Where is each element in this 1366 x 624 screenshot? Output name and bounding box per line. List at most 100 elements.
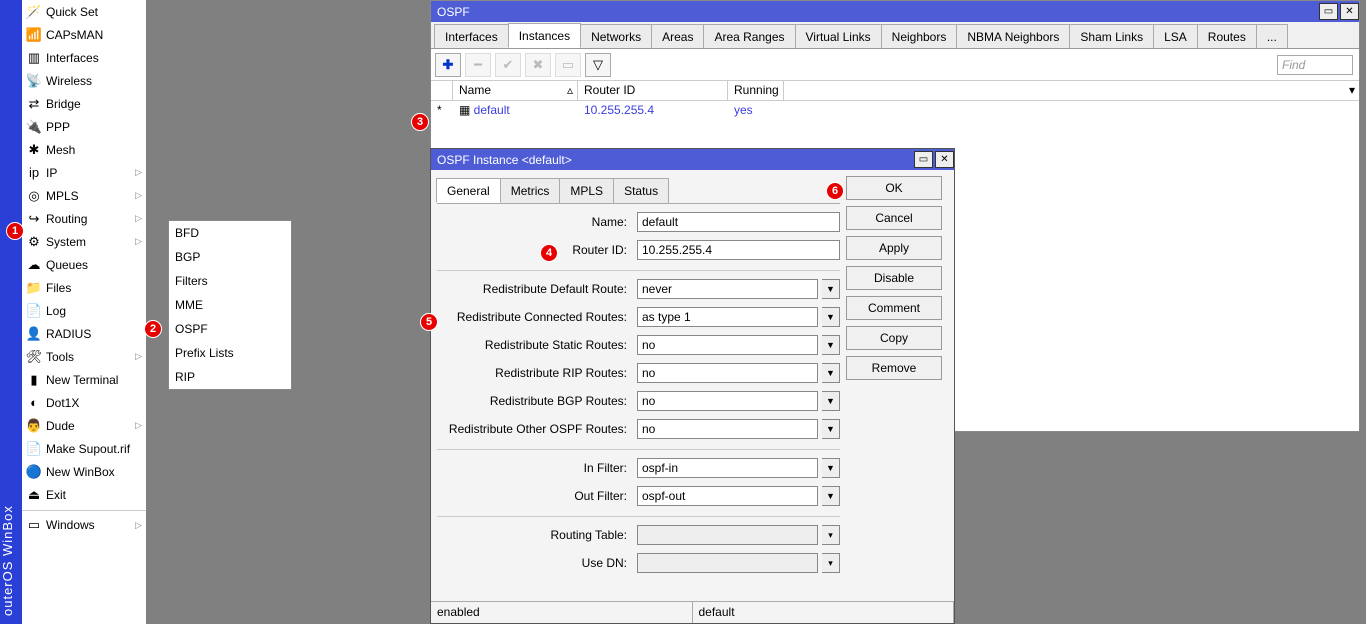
- redist-rip-select[interactable]: no: [637, 363, 818, 383]
- tab-virtual-links[interactable]: Virtual Links: [795, 24, 882, 48]
- sidebar-item-quick-set[interactable]: 🪄Quick Set: [22, 0, 146, 23]
- disable-button[interactable]: Disable: [846, 266, 942, 290]
- dropdown-icon[interactable]: ▼: [822, 307, 840, 327]
- infilter-select[interactable]: ospf-in: [637, 458, 818, 478]
- tab-sham-links[interactable]: Sham Links: [1069, 24, 1154, 48]
- sidebar-item-label: Make Supout.rif: [46, 442, 130, 456]
- routingtable-select[interactable]: [637, 525, 818, 545]
- dropdown-icon[interactable]: ▼: [822, 419, 840, 439]
- dropdown-icon[interactable]: ▼: [822, 279, 840, 299]
- remove-button[interactable]: Remove: [846, 356, 942, 380]
- submenu-item-bgp[interactable]: BGP: [169, 245, 291, 269]
- comment-button[interactable]: Comment: [846, 296, 942, 320]
- tab-nbma-neighbors[interactable]: NBMA Neighbors: [956, 24, 1070, 48]
- redist-connected-select[interactable]: as type 1: [637, 307, 818, 327]
- redist-default-select[interactable]: never: [637, 279, 818, 299]
- infilter-label: In Filter:: [437, 461, 633, 475]
- dropdown-icon[interactable]: ▼: [822, 363, 840, 383]
- dropdown-icon[interactable]: ▾: [822, 525, 840, 545]
- sidebar-item-mesh[interactable]: ✱Mesh: [22, 138, 146, 161]
- col-running[interactable]: Running: [728, 81, 784, 100]
- comment-button[interactable]: ▭: [555, 53, 581, 77]
- sidebar-item-label: Exit: [46, 488, 66, 502]
- dropdown-icon[interactable]: ▼: [822, 335, 840, 355]
- sidebar-item-radius[interactable]: 👤RADIUS: [22, 322, 146, 345]
- apply-button[interactable]: Apply: [846, 236, 942, 260]
- sidebar-item-files[interactable]: 📁Files: [22, 276, 146, 299]
- sidebar-item-new-winbox[interactable]: 🔵New WinBox: [22, 460, 146, 483]
- tab--[interactable]: ...: [1256, 24, 1288, 48]
- close-button[interactable]: ✕: [1340, 3, 1359, 20]
- annotation-badge: 2: [144, 320, 162, 338]
- sidebar-item-ppp[interactable]: 🔌PPP: [22, 115, 146, 138]
- dropdown-icon[interactable]: ▼: [822, 486, 840, 506]
- minimize-button[interactable]: ▭: [1319, 3, 1338, 20]
- routerid-input[interactable]: 10.255.255.4: [637, 240, 840, 260]
- tab-lsa[interactable]: LSA: [1153, 24, 1198, 48]
- sidebar-item-new-terminal[interactable]: ▮New Terminal: [22, 368, 146, 391]
- sidebar-item-ip[interactable]: ipIP▷: [22, 161, 146, 184]
- sidebar-item-label: Routing: [46, 212, 87, 226]
- submenu-item-rip[interactable]: RIP: [169, 365, 291, 389]
- col-routerid[interactable]: Router ID: [578, 81, 728, 100]
- dropdown-icon[interactable]: ▼: [822, 458, 840, 478]
- sidebar-item-capsman[interactable]: 📶CAPsMAN: [22, 23, 146, 46]
- tab-instances[interactable]: Instances: [508, 23, 581, 48]
- ok-button[interactable]: OK: [846, 176, 942, 200]
- sidebar-item-routing[interactable]: ↪Routing▷: [22, 207, 146, 230]
- dropdown-icon[interactable]: ▼: [822, 391, 840, 411]
- submenu-item-ospf[interactable]: OSPF: [169, 317, 291, 341]
- cancel-button[interactable]: Cancel: [846, 206, 942, 230]
- tab-networks[interactable]: Networks: [580, 24, 652, 48]
- add-button[interactable]: ✚: [435, 53, 461, 77]
- tab-status[interactable]: Status: [613, 178, 669, 203]
- sidebar-item-log[interactable]: 📄Log: [22, 299, 146, 322]
- outfilter-select[interactable]: ospf-out: [637, 486, 818, 506]
- copy-button[interactable]: Copy: [846, 326, 942, 350]
- submenu-item-prefix-lists[interactable]: Prefix Lists: [169, 341, 291, 365]
- find-input[interactable]: Find: [1277, 55, 1353, 75]
- minimize-button[interactable]: ▭: [914, 151, 933, 168]
- sidebar-item-system[interactable]: ⚙System▷: [22, 230, 146, 253]
- sidebar-item-windows[interactable]: ▭Windows▷: [22, 510, 146, 537]
- sidebar-item-tools[interactable]: 🛠Tools▷: [22, 345, 146, 368]
- sidebar-item-label: CAPsMAN: [46, 28, 103, 42]
- redist-bgp-select[interactable]: no: [637, 391, 818, 411]
- sidebar-item-queues[interactable]: ☁Queues: [22, 253, 146, 276]
- tab-routes[interactable]: Routes: [1197, 24, 1257, 48]
- redist-static-select[interactable]: no: [637, 335, 818, 355]
- submenu-item-bfd[interactable]: BFD: [169, 221, 291, 245]
- redist-other-select[interactable]: no: [637, 419, 818, 439]
- tab-general[interactable]: General: [436, 178, 501, 203]
- sidebar-item-wireless[interactable]: 📡Wireless: [22, 69, 146, 92]
- dropdown-icon[interactable]: ▾: [822, 553, 840, 573]
- tab-mpls[interactable]: MPLS: [559, 178, 614, 203]
- submenu-item-filters[interactable]: Filters: [169, 269, 291, 293]
- ospf-table-row[interactable]: * ▦ default 10.255.255.4 yes: [431, 101, 1359, 121]
- tab-areas[interactable]: Areas: [651, 24, 704, 48]
- tab-area-ranges[interactable]: Area Ranges: [703, 24, 795, 48]
- enable-button[interactable]: ✔: [495, 53, 521, 77]
- close-button[interactable]: ✕: [935, 151, 954, 168]
- ospf-toolbar: ✚ ━ ✔ ✖ ▭ ▽ Find: [431, 49, 1359, 81]
- usedn-select[interactable]: [637, 553, 818, 573]
- menu-icon: ip: [26, 165, 42, 181]
- annotation-badge: 6: [826, 182, 844, 200]
- sidebar-item-interfaces[interactable]: ▥Interfaces: [22, 46, 146, 69]
- tab-interfaces[interactable]: Interfaces: [434, 24, 509, 48]
- sidebar-item-bridge[interactable]: ⇄Bridge: [22, 92, 146, 115]
- filter-button[interactable]: ▽: [585, 53, 611, 77]
- remove-button[interactable]: ━: [465, 53, 491, 77]
- tab-metrics[interactable]: Metrics: [500, 178, 561, 203]
- sidebar-item-dot1x[interactable]: ◐Dot1X: [22, 391, 146, 414]
- sidebar-item-make-supout-rif[interactable]: 📄Make Supout.rif: [22, 437, 146, 460]
- sidebar-item-label: MPLS: [46, 189, 79, 203]
- sidebar-item-mpls[interactable]: ◎MPLS▷: [22, 184, 146, 207]
- disable-button[interactable]: ✖: [525, 53, 551, 77]
- col-name[interactable]: Name▵: [453, 81, 578, 100]
- sidebar-item-dude[interactable]: 👨Dude▷: [22, 414, 146, 437]
- submenu-item-mme[interactable]: MME: [169, 293, 291, 317]
- tab-neighbors[interactable]: Neighbors: [881, 24, 958, 48]
- name-input[interactable]: default: [637, 212, 840, 232]
- sidebar-item-exit[interactable]: ⏏Exit: [22, 483, 146, 506]
